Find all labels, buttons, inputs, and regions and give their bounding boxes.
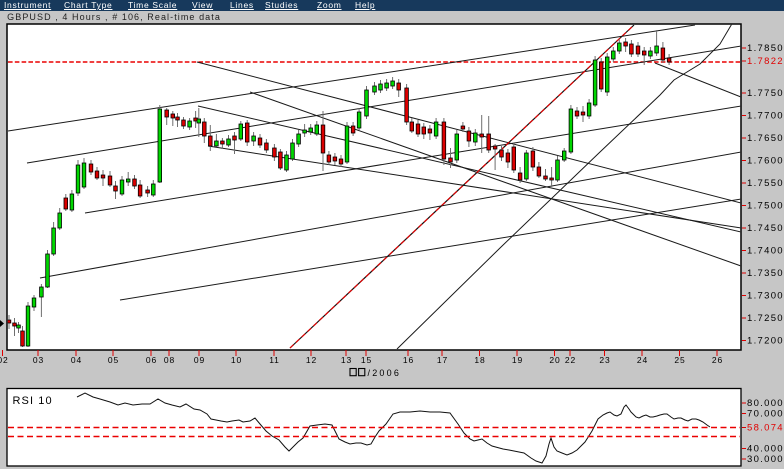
svg-text:04: 04 [71, 355, 82, 365]
svg-text:/2006: /2006 [368, 368, 402, 378]
svg-text:1.7400: 1.7400 [747, 246, 784, 257]
svg-text:1.7750: 1.7750 [747, 88, 784, 99]
svg-text:1.7822: 1.7822 [747, 56, 784, 67]
svg-text:13: 13 [341, 355, 352, 365]
svg-text:1.7350: 1.7350 [747, 268, 784, 279]
svg-text:1.7250: 1.7250 [747, 313, 784, 324]
svg-text:11: 11 [269, 355, 280, 365]
svg-text:19: 19 [512, 355, 523, 365]
svg-text:1.7650: 1.7650 [747, 133, 784, 144]
svg-text:09: 09 [194, 355, 205, 365]
svg-text:1.7500: 1.7500 [747, 201, 784, 212]
svg-text:12: 12 [306, 355, 317, 365]
svg-text:80.0000: 80.0000 [747, 398, 784, 409]
svg-text:RSI 10: RSI 10 [13, 395, 53, 407]
svg-text:23: 23 [599, 355, 610, 365]
svg-text:1.7550: 1.7550 [747, 178, 784, 189]
svg-text:20: 20 [549, 355, 560, 365]
svg-text:25: 25 [674, 355, 685, 365]
svg-text:02: 02 [0, 355, 9, 365]
svg-text:22: 22 [565, 355, 576, 365]
svg-text:05: 05 [108, 355, 119, 365]
svg-text:17: 17 [437, 355, 448, 365]
svg-text:1.7450: 1.7450 [747, 223, 784, 234]
svg-text:08: 08 [164, 355, 175, 365]
svg-text:30.0000: 30.0000 [747, 454, 784, 465]
svg-text:10: 10 [231, 355, 242, 365]
svg-text:70.0000: 70.0000 [747, 409, 784, 420]
svg-text:26: 26 [712, 355, 723, 365]
svg-text:24: 24 [637, 355, 648, 365]
svg-text:16: 16 [403, 355, 414, 365]
svg-text:1.7850: 1.7850 [747, 43, 784, 54]
svg-text:03: 03 [33, 355, 44, 365]
svg-text:58.0740: 58.0740 [747, 423, 784, 434]
svg-text:18: 18 [474, 355, 485, 365]
svg-text:40.0000: 40.0000 [747, 444, 784, 455]
svg-text:15: 15 [361, 355, 372, 365]
svg-text:1.7200: 1.7200 [747, 336, 784, 347]
svg-text:06: 06 [146, 355, 157, 365]
svg-text:1.7700: 1.7700 [747, 111, 784, 122]
svg-text:1.7600: 1.7600 [747, 156, 784, 167]
svg-text:1.7300: 1.7300 [747, 291, 784, 302]
